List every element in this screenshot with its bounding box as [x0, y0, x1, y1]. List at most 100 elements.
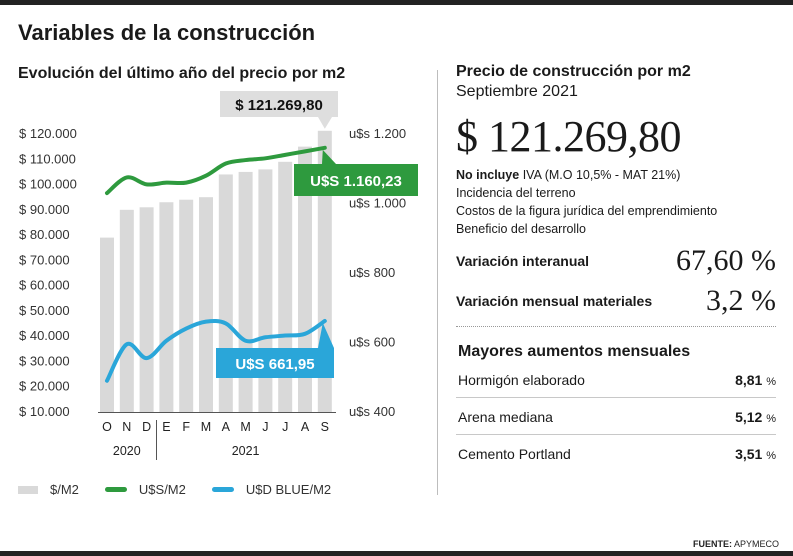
year-label: 2020: [113, 444, 141, 458]
price-notes: No incluye IVA (M.O 10,5% - MAT 21%) Inc…: [456, 166, 776, 238]
variation-value: 67,60 %: [676, 244, 776, 277]
variation-label: Variación interanual: [456, 253, 590, 269]
y-tick-label-left: $ 20.000: [19, 379, 70, 394]
increase-value: 8,81 %: [735, 372, 776, 388]
increase-unit: %: [766, 413, 776, 425]
y-tick-label-left: $ 80.000: [19, 227, 70, 242]
legend-item-usd: U$S/M2: [104, 482, 186, 497]
note-profit: Beneficio del desarrollo: [456, 222, 586, 236]
x-tick-label: E: [162, 420, 170, 434]
price-panel: Precio de construcción por m2 Septiembre…: [456, 63, 776, 471]
variation-row-yearly: Variación interanual 67,60 %: [456, 244, 776, 278]
bar-callout-pointer: [318, 117, 332, 129]
increase-label: Arena mediana: [458, 409, 553, 425]
source-label: FUENTE:: [692, 539, 732, 549]
list-item: Cemento Portland 3,51 %: [456, 435, 776, 471]
increase-number: 3,51: [735, 446, 763, 462]
bottom-rule: [0, 551, 793, 556]
bar: [298, 146, 312, 413]
increase-number: 8,81: [735, 372, 763, 388]
x-tick-label: M: [240, 420, 250, 434]
increase-value: 5,12 %: [735, 409, 776, 425]
y-tick-label-right: u$s 400: [349, 404, 395, 419]
x-tick-label: J: [262, 420, 268, 434]
panel-title: Precio de construcción por m2: [456, 63, 691, 80]
chart-title: Evolución del último año del precio por …: [18, 65, 346, 82]
y-tick-label-left: $ 90.000: [19, 202, 70, 217]
price-chart: $ 120.000 $ 110.000 $ 100.000 $ 90.000 $ 80.…: [19, 91, 418, 460]
vertical-divider: [437, 70, 438, 495]
legend-label-usd: U$S/M2: [138, 482, 186, 497]
increase-label: Cemento Portland: [458, 446, 571, 462]
increase-number: 5,12: [735, 409, 763, 425]
y-tick-label-left: $ 100.000: [19, 177, 77, 192]
note-legal: Costos de la figura jurídica del emprend…: [456, 204, 718, 218]
x-tick-label: M: [201, 420, 211, 434]
note-not-included: No incluye IVA (M.O 10,5% - MAT 21%): [456, 166, 776, 184]
increase-value: 3,51 %: [735, 446, 776, 462]
usd-callout-pointer: [322, 149, 336, 164]
y-tick-label-right: u$s 600: [349, 335, 395, 350]
variation-value: 3,2 %: [706, 284, 776, 317]
bar: [199, 197, 213, 412]
top-rule: [0, 0, 793, 5]
blue-callout-pointer: [318, 322, 334, 348]
panel-date: Septiembre 2021: [456, 83, 578, 100]
note-not-included-text: IVA (M.O 10,5% - MAT 21%): [519, 168, 681, 182]
blue-callout-box: [216, 348, 334, 378]
bar-value-callout: $ 121.269,80: [235, 97, 323, 114]
x-tick-label: F: [182, 420, 190, 434]
legend-label-bars: $/M2: [50, 482, 79, 497]
legend-swatch-usd: [104, 487, 127, 492]
y-tick-label-left: $ 50.000: [19, 303, 70, 318]
y-tick-label-right: u$s 1.000: [349, 196, 406, 211]
list-item: Arena mediana 5,12 %: [456, 398, 776, 435]
increase-label: Hormigón elaborado: [458, 372, 585, 388]
usd-callout: U$S 1.160,23: [310, 173, 402, 190]
y-tick-label-left: $ 70.000: [19, 252, 70, 267]
increase-unit: %: [766, 376, 776, 388]
y-tick-label-left: $ 30.000: [19, 353, 70, 368]
x-tick-label: D: [142, 420, 151, 434]
y-tick-label-left: $ 120.000: [19, 126, 77, 141]
bar: [159, 202, 174, 412]
x-tick-label: O: [102, 420, 112, 434]
increases-title: Mayores aumentos mensuales: [458, 343, 691, 360]
price-value: $ 121.269,80: [456, 112, 682, 161]
legend-item-bars: $/M2: [18, 482, 79, 497]
bar: [139, 207, 154, 412]
page-title: Variables de la construcción: [18, 20, 316, 45]
series-line-blue: [105, 318, 327, 383]
x-tick-label: S: [321, 420, 329, 434]
variation-row-monthly: Variación mensual materiales 3,2 %: [456, 284, 776, 318]
bar: [100, 237, 114, 412]
y-tick-label-left: $ 10.000: [19, 404, 70, 419]
increases-list: Hormigón elaborado 8,81 % Arena mediana …: [456, 361, 776, 471]
list-item: Hormigón elaborado 8,81 %: [456, 361, 776, 398]
x-tick-label: A: [301, 420, 310, 434]
bar-value-callout-box: [220, 91, 338, 117]
year-label: 2021: [232, 444, 260, 458]
legend-label-blue: U$D BLUE/M2: [245, 482, 332, 497]
blue-callout: U$S 661,95: [235, 356, 314, 373]
bar: [119, 209, 134, 412]
dotted-divider: [456, 326, 776, 327]
x-tick-label: A: [222, 420, 231, 434]
legend-item-blue: U$D BLUE/M2: [211, 482, 332, 497]
source-note: FUENTE: APYMECO: [693, 539, 779, 549]
x-tick-label: J: [282, 420, 288, 434]
source-value: APYMECO: [733, 539, 779, 549]
legend-swatch-blue: [211, 487, 234, 492]
chart-legend: $/M2 U$S/M2 U$D BLUE/M2: [18, 482, 357, 497]
y-tick-label-left: $ 40.000: [19, 328, 70, 343]
series-line-usd: [105, 145, 327, 196]
y-tick-label-left: $ 110.000: [19, 151, 76, 166]
increase-unit: %: [766, 450, 776, 462]
y-tick-label-right: u$s 800: [349, 265, 395, 280]
legend-swatch-bars: [18, 485, 38, 494]
bar: [179, 199, 194, 412]
note-land: Incidencia del terreno: [456, 186, 576, 200]
usd-callout-box: [294, 164, 418, 196]
x-tick-label: N: [122, 420, 131, 434]
y-tick-label-right: u$s 1.200: [349, 126, 406, 141]
